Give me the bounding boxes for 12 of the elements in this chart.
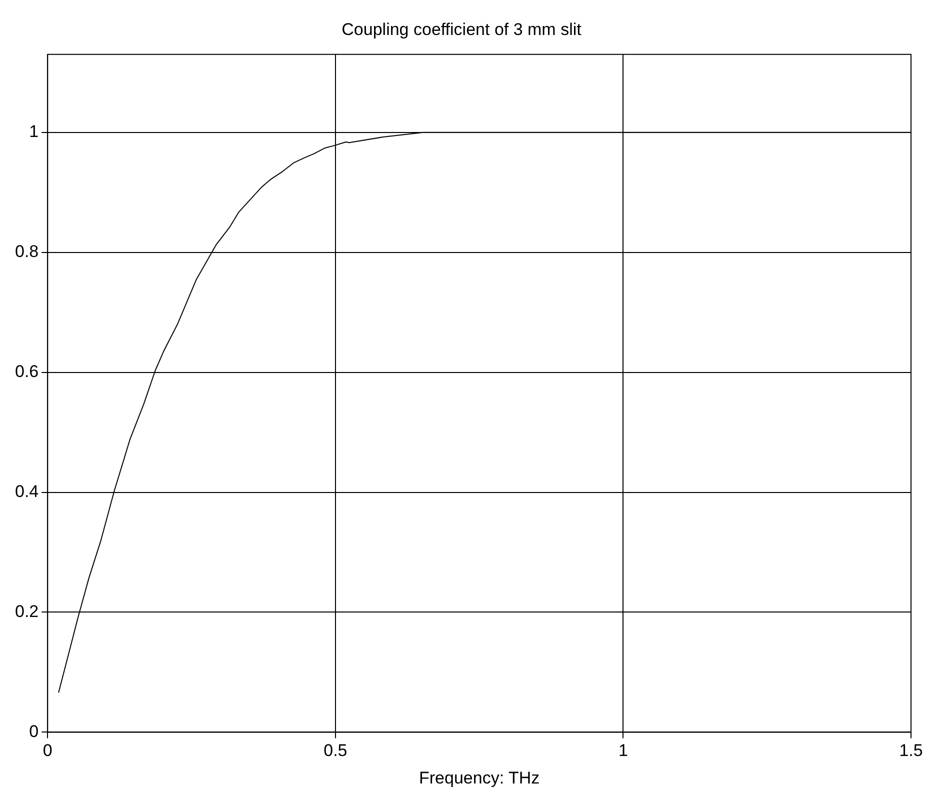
x-tick-label: 0.5	[324, 741, 348, 760]
y-tick-label: 0	[29, 722, 39, 741]
y-tick-label: 0.6	[14, 362, 39, 381]
x-tick-label: 1	[618, 741, 628, 760]
x-axis-title: Frequency: THz	[419, 768, 540, 788]
y-tick-label: 1	[29, 122, 39, 142]
y-tick-label: 0.4	[14, 482, 39, 501]
y-tick-label: 0.2	[14, 602, 39, 621]
y-tick-label: 0.8	[14, 242, 39, 262]
x-tick-label: 0	[42, 741, 52, 760]
chart-title: Coupling coefficient of 3 mm slit	[342, 20, 582, 39]
x-tick-label: 1.5	[899, 741, 923, 760]
